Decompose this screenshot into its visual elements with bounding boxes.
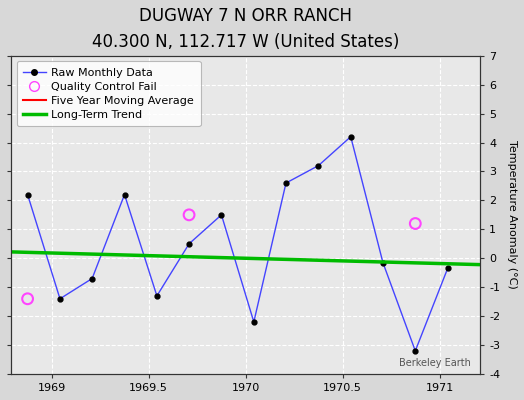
Text: Berkeley Earth: Berkeley Earth bbox=[399, 358, 471, 368]
Point bbox=[24, 296, 32, 302]
Point bbox=[411, 220, 420, 227]
Legend: Raw Monthly Data, Quality Control Fail, Five Year Moving Average, Long-Term Tren: Raw Monthly Data, Quality Control Fail, … bbox=[17, 61, 201, 126]
Y-axis label: Temperature Anomaly (°C): Temperature Anomaly (°C) bbox=[507, 140, 517, 289]
Point bbox=[185, 212, 193, 218]
Title: DUGWAY 7 N ORR RANCH
40.300 N, 112.717 W (United States): DUGWAY 7 N ORR RANCH 40.300 N, 112.717 W… bbox=[92, 7, 399, 51]
